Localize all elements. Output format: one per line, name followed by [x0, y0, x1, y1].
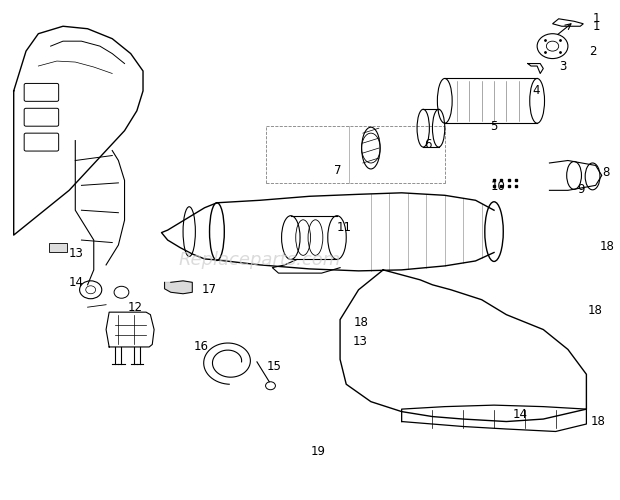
Text: 18: 18 — [591, 415, 606, 428]
Text: 15: 15 — [266, 360, 281, 374]
Text: 8: 8 — [602, 166, 609, 179]
Text: 17: 17 — [202, 284, 216, 296]
Text: 19: 19 — [311, 445, 326, 458]
Text: 13: 13 — [352, 336, 367, 348]
Text: 18: 18 — [600, 240, 615, 252]
Text: 7: 7 — [334, 164, 342, 177]
Text: 16: 16 — [193, 340, 208, 353]
Text: 14: 14 — [69, 276, 84, 289]
Text: 14: 14 — [513, 408, 528, 420]
Text: Replaceparts.com: Replaceparts.com — [179, 251, 341, 269]
Text: 3: 3 — [559, 60, 566, 72]
Text: 11: 11 — [337, 221, 352, 234]
Text: 12: 12 — [128, 300, 143, 314]
Text: 1: 1 — [593, 20, 600, 33]
Text: 4: 4 — [532, 84, 539, 98]
FancyBboxPatch shape — [50, 242, 68, 252]
Text: 9: 9 — [577, 183, 585, 196]
Text: 13: 13 — [69, 248, 84, 260]
Text: 18: 18 — [353, 316, 368, 328]
Text: 5: 5 — [490, 120, 497, 133]
Text: 6: 6 — [425, 138, 432, 151]
Text: 1: 1 — [593, 12, 600, 26]
Polygon shape — [164, 281, 192, 294]
Text: 2: 2 — [590, 44, 597, 58]
Text: 18: 18 — [588, 304, 603, 317]
Text: 10: 10 — [491, 180, 506, 193]
